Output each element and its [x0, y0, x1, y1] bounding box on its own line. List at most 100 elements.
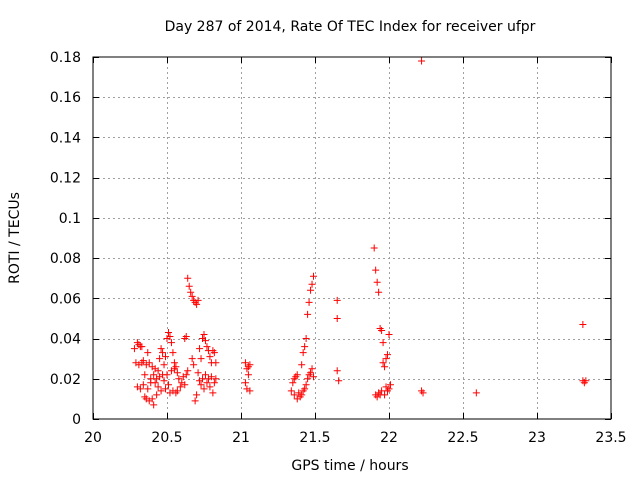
x-tick-label: 23.5 [595, 430, 626, 446]
data-point [384, 351, 392, 359]
data-point [210, 379, 218, 387]
data-point [375, 288, 383, 296]
data-point [162, 385, 170, 393]
data-point [184, 274, 192, 282]
data-point [212, 375, 220, 383]
data-point [307, 286, 315, 294]
data-point [304, 375, 312, 383]
data-point [148, 395, 156, 403]
data-point [212, 359, 220, 367]
data-point [379, 359, 387, 367]
data-point [144, 349, 152, 357]
data-point [210, 349, 218, 357]
data-point [579, 320, 587, 328]
data-point [302, 335, 310, 343]
chart-title: Day 287 of 2014, Rate Of TEC Index for r… [165, 19, 536, 35]
data-point [173, 369, 181, 377]
x-tick-label: 20.5 [151, 430, 182, 446]
data-point [187, 288, 195, 296]
data-point [370, 244, 378, 252]
data-point [157, 345, 165, 353]
data-point [206, 383, 214, 391]
points-layer [130, 57, 590, 409]
y-tick-label: 0.12 [50, 171, 81, 187]
data-point [144, 385, 152, 393]
data-point [333, 367, 341, 375]
data-point [308, 365, 316, 373]
data-point [191, 397, 199, 405]
data-point [308, 280, 316, 288]
data-point [307, 369, 315, 377]
x-tick-label: 20 [84, 430, 102, 446]
ticks-layer [93, 57, 612, 420]
data-point [197, 355, 205, 363]
data-point [184, 367, 192, 375]
data-point [246, 361, 254, 369]
data-point [172, 363, 180, 371]
data-point [246, 387, 254, 395]
data-point [151, 379, 159, 387]
data-point [193, 300, 201, 308]
data-point [293, 371, 301, 379]
data-point [419, 389, 427, 397]
data-point [301, 343, 309, 351]
data-point [141, 371, 149, 379]
data-point [206, 353, 214, 361]
data-point [163, 371, 171, 379]
data-point [157, 387, 165, 395]
data-point [379, 339, 387, 347]
data-point [335, 377, 343, 385]
data-point [154, 383, 162, 391]
data-point [290, 391, 298, 399]
data-point [160, 361, 168, 369]
data-point [130, 345, 138, 353]
data-point [188, 355, 196, 363]
data-point [386, 381, 394, 389]
y-tick-label: 0.16 [50, 90, 81, 106]
data-point [194, 369, 202, 377]
data-point [170, 359, 178, 367]
data-point [301, 385, 309, 393]
x-tick-label: 21.5 [299, 430, 330, 446]
data-point [372, 266, 380, 274]
plot-border [92, 56, 612, 420]
data-point [472, 389, 480, 397]
data-point [182, 371, 190, 379]
data-point [181, 381, 189, 389]
data-point [173, 387, 181, 395]
x-axis-title: GPS time / hours [291, 458, 408, 474]
data-point [302, 381, 310, 389]
y-tick-label: 0 [72, 412, 81, 428]
data-point [241, 379, 249, 387]
data-point [304, 310, 312, 318]
y-axis-title: ROTI / TECUs [7, 192, 23, 284]
data-point [207, 373, 215, 381]
data-point [298, 391, 306, 399]
data-point [139, 357, 147, 365]
data-point [299, 349, 307, 357]
x-tick-label: 23 [528, 430, 546, 446]
data-point [164, 381, 172, 389]
data-point [193, 391, 201, 399]
data-point [203, 379, 211, 387]
data-point [201, 337, 209, 345]
data-point [185, 282, 193, 290]
data-point [154, 367, 162, 375]
data-point [381, 363, 389, 371]
data-point [305, 298, 313, 306]
data-point [160, 377, 168, 385]
data-point [162, 353, 170, 361]
data-point [150, 371, 158, 379]
data-point [175, 375, 183, 383]
data-point [138, 343, 146, 351]
data-point [373, 278, 381, 286]
data-point [382, 355, 390, 363]
data-point [153, 391, 161, 399]
data-point [156, 355, 164, 363]
labels-layer: 20 20.5 21 21.5 22 22.5 23 23.5 0 0.02 0.04 0.06 0.0… [50, 50, 627, 446]
data-point [145, 359, 153, 367]
data-point [378, 387, 386, 395]
data-point [166, 333, 174, 341]
